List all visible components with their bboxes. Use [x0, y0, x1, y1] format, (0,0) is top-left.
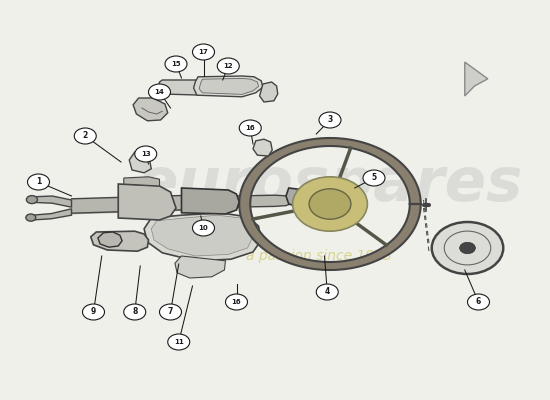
Circle shape — [26, 196, 37, 204]
Circle shape — [226, 294, 248, 310]
Text: 1: 1 — [36, 178, 41, 186]
Polygon shape — [194, 76, 263, 97]
Polygon shape — [182, 188, 239, 214]
Circle shape — [363, 170, 385, 186]
Text: 13: 13 — [141, 151, 151, 157]
Polygon shape — [175, 256, 226, 278]
Polygon shape — [199, 78, 258, 94]
Polygon shape — [133, 98, 168, 121]
Polygon shape — [91, 231, 148, 251]
Text: 14: 14 — [155, 89, 164, 95]
Circle shape — [319, 112, 341, 128]
Circle shape — [74, 128, 96, 144]
Text: 15: 15 — [171, 61, 181, 67]
Polygon shape — [124, 177, 160, 186]
Circle shape — [160, 304, 182, 320]
Text: 16: 16 — [232, 299, 241, 305]
Circle shape — [239, 120, 261, 136]
Circle shape — [293, 177, 367, 231]
Polygon shape — [231, 195, 292, 207]
Text: 10: 10 — [199, 225, 208, 231]
Polygon shape — [118, 184, 176, 220]
Text: 3: 3 — [327, 116, 333, 124]
Circle shape — [148, 84, 170, 100]
Polygon shape — [98, 232, 122, 247]
Circle shape — [26, 214, 36, 221]
Polygon shape — [253, 139, 272, 156]
Circle shape — [432, 222, 503, 274]
Polygon shape — [158, 80, 209, 95]
Text: 8: 8 — [132, 308, 138, 316]
Polygon shape — [286, 188, 318, 207]
Circle shape — [28, 174, 50, 190]
Polygon shape — [29, 209, 72, 220]
Text: a passion since 1983: a passion since 1983 — [246, 249, 392, 263]
Circle shape — [124, 304, 146, 320]
Circle shape — [82, 304, 104, 320]
Polygon shape — [239, 138, 421, 270]
Text: 7: 7 — [168, 308, 173, 316]
Polygon shape — [151, 215, 253, 256]
Polygon shape — [30, 196, 72, 207]
Text: 11: 11 — [174, 339, 184, 345]
Circle shape — [165, 56, 187, 72]
Polygon shape — [260, 82, 278, 102]
Text: 16: 16 — [245, 125, 255, 131]
Circle shape — [217, 58, 239, 74]
Circle shape — [309, 189, 351, 219]
Text: 12: 12 — [223, 63, 233, 69]
Circle shape — [135, 146, 157, 162]
Text: 9: 9 — [91, 308, 96, 316]
Circle shape — [460, 242, 475, 254]
Polygon shape — [465, 62, 488, 96]
Text: 5: 5 — [371, 174, 377, 182]
Text: 6: 6 — [476, 298, 481, 306]
Polygon shape — [144, 213, 261, 261]
Circle shape — [192, 220, 215, 236]
Text: 2: 2 — [82, 132, 88, 140]
Text: eurospares: eurospares — [137, 154, 523, 214]
Text: 17: 17 — [199, 49, 208, 55]
Circle shape — [468, 294, 490, 310]
Circle shape — [316, 284, 338, 300]
Polygon shape — [129, 152, 151, 173]
Circle shape — [192, 44, 215, 60]
Circle shape — [168, 334, 190, 350]
Text: 4: 4 — [324, 288, 330, 296]
